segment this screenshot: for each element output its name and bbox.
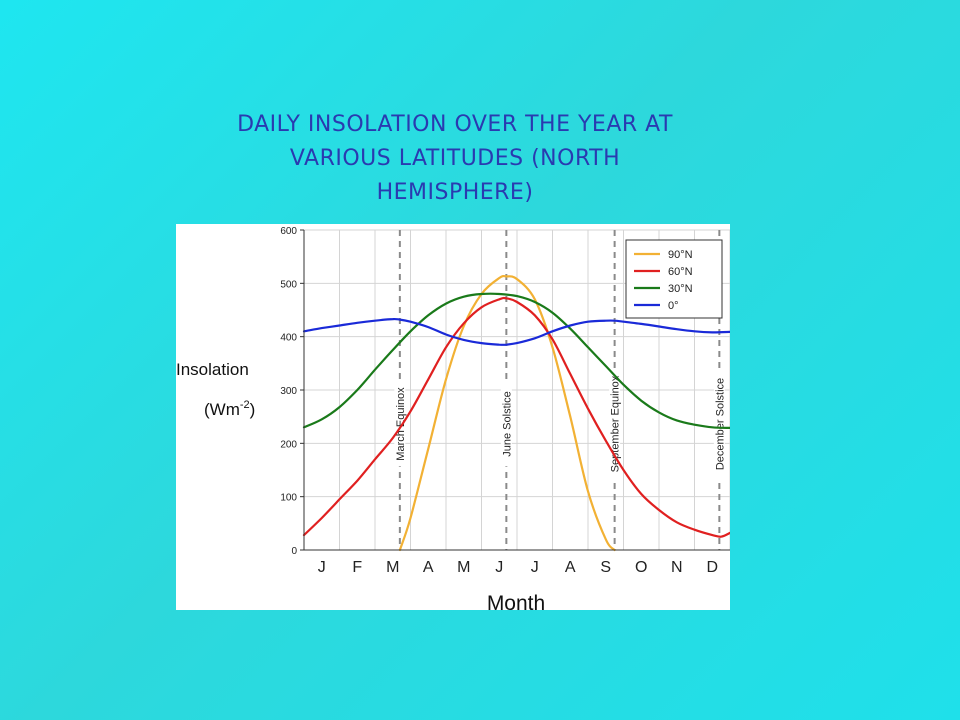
y-axis-title: Insolation — [176, 360, 249, 379]
legend-entry: 90°N — [668, 249, 693, 261]
marker-label: September Equinox — [610, 375, 622, 472]
marker-label-bg — [500, 381, 512, 467]
x-tick-label: J — [531, 559, 539, 576]
y-tick-label: 400 — [280, 333, 297, 344]
slide-title-line: VARIOUS LATITUDES (NORTH — [289, 146, 621, 171]
x-tick-label: M — [386, 559, 399, 576]
legend-entry: 60°N — [668, 266, 693, 278]
y-tick-label: 600 — [280, 226, 297, 237]
x-tick-label: J — [495, 559, 503, 576]
marker-layer: March Equinox June Solstice September Equi… — [394, 230, 726, 550]
legend: 90°N 60°N 30°N 0° — [625, 239, 723, 319]
y-tick-label: 200 — [280, 439, 297, 450]
chart-svg: March Equinox June Solstice September Equi… — [176, 226, 730, 610]
series-layer — [302, 274, 730, 552]
axis-layer: 0 100 200 300 400 500 600 J F M A M J J A S O N D — [280, 226, 730, 576]
x-tick-label: S — [600, 559, 611, 576]
slide-title: DAILY INSOLATION OVER THE YEAR AT VARIOU… — [160, 108, 750, 210]
x-tick-label: F — [352, 559, 362, 576]
y-tick-label: 300 — [280, 386, 297, 397]
y-axis-units: (Wm-2) — [204, 399, 255, 419]
slide-title-line: DAILY INSOLATION OVER THE YEAR AT — [237, 112, 673, 137]
x-tick-label: N — [671, 559, 683, 576]
x-tick-label: J — [318, 559, 326, 576]
series-line-1 — [398, 274, 616, 552]
insolation-chart: March Equinox June Solstice September Equi… — [176, 224, 730, 610]
y-tick-label: 100 — [280, 493, 297, 504]
x-tick-label: M — [457, 559, 470, 576]
legend-entry: 30°N — [668, 283, 693, 295]
marker-label-bg — [394, 381, 406, 467]
marker-label: December Solstice — [714, 378, 726, 470]
y-tick-label: 500 — [280, 279, 297, 290]
marker-label-bg — [609, 369, 621, 479]
marker-label-bg — [713, 369, 725, 479]
y-tick-label: 0 — [291, 546, 297, 557]
marker-label: June Solstice — [501, 391, 513, 456]
series-line-2 — [302, 296, 730, 538]
x-tick-label: D — [706, 559, 718, 576]
x-tick-label: A — [565, 559, 576, 576]
x-tick-label: O — [635, 559, 647, 576]
x-axis-title: Month — [487, 592, 545, 610]
marker-label: March Equinox — [395, 387, 407, 461]
legend-entry: 0° — [668, 300, 679, 312]
slide-title-line: HEMISPHERE) — [376, 180, 534, 205]
x-tick-label: A — [423, 559, 434, 576]
series-line-4 — [302, 317, 730, 346]
series-line-3 — [302, 292, 730, 429]
